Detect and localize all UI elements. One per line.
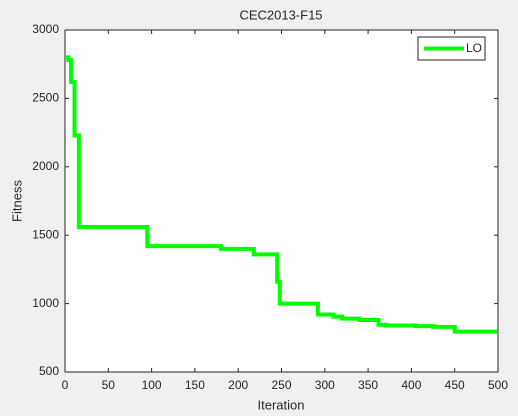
- axes-box: [64, 29, 499, 373]
- x-tick-label: 450: [445, 378, 465, 392]
- x-tick-label: 400: [401, 378, 421, 392]
- x-tick-label: 150: [185, 378, 205, 392]
- y-axis-label: Fitness: [9, 180, 24, 222]
- x-tick-label: 200: [228, 378, 248, 392]
- y-tick-label: 2500: [32, 91, 59, 105]
- plot-area: [65, 30, 498, 372]
- legend-label: LO: [466, 41, 482, 55]
- x-tick-label: 50: [102, 378, 116, 392]
- y-tick-label: 3000: [32, 22, 59, 36]
- y-tick-label: 1500: [32, 227, 59, 241]
- x-tick-label: 300: [315, 378, 335, 392]
- series-line: [65, 55, 498, 334]
- x-tick-label: 350: [358, 378, 378, 392]
- x-axis-label: Iteration: [258, 397, 305, 412]
- x-tick-label: 0: [62, 378, 69, 392]
- x-tick-label: 250: [271, 378, 291, 392]
- y-tick-label: 2000: [32, 159, 59, 173]
- y-tick-label: 1000: [32, 296, 59, 310]
- chart-title: CEC2013-F15: [239, 7, 322, 22]
- x-tick-label: 500: [488, 378, 508, 392]
- y-tick-label: 500: [39, 364, 59, 378]
- x-tick-label: 100: [142, 378, 162, 392]
